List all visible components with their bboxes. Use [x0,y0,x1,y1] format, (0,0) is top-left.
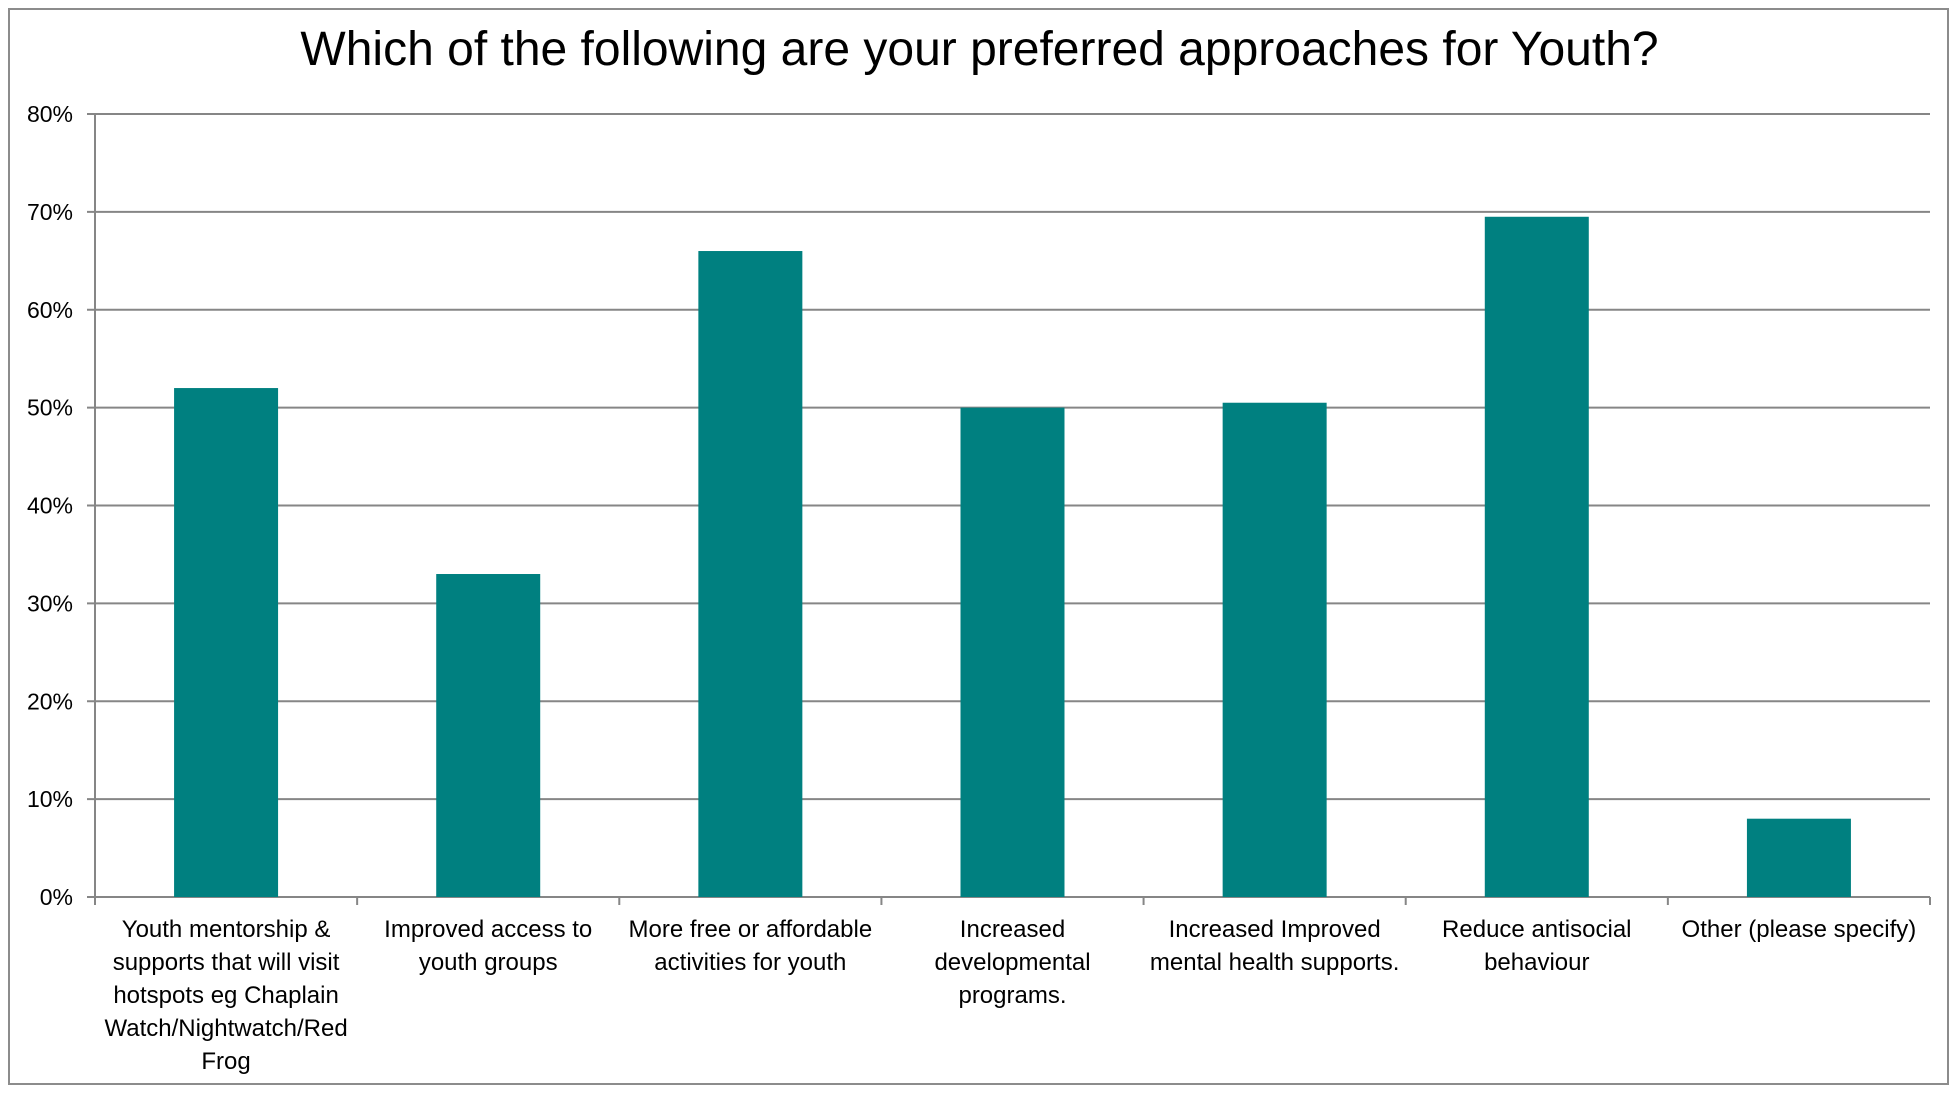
y-tick-label: 50% [27,395,73,421]
x-tick-label: Reduce antisocial behaviour [1442,916,1632,976]
bar [174,388,279,897]
bar [1484,216,1589,898]
x-tick-label: More free or affordable activities for y… [628,916,873,976]
x-tick-label: Other (please specify) [1681,916,1917,943]
y-tick-label: 70% [27,199,73,225]
bar [1746,818,1851,897]
y-tick-label: 60% [27,297,73,323]
x-tick-label: Youth mentorship & supports that will vi… [104,916,348,1075]
bar [698,251,803,897]
y-tick-label: 0% [40,884,73,910]
x-tick-label: Improved access to youth groups [384,916,593,976]
bar [960,407,1065,897]
y-tick-label: 20% [27,688,73,714]
y-tick-label: 80% [27,101,73,127]
y-tick-label: 30% [27,590,73,616]
y-tick-label: 10% [27,786,73,812]
x-tick-label: Increased developmental programs. [934,916,1091,1009]
bar [436,574,541,897]
bar [1222,402,1327,897]
x-tick-label: Increased Improved mental health support… [1149,916,1400,976]
y-tick-label: 40% [27,493,73,519]
chart-title: Which of the following are your preferre… [300,23,1659,76]
